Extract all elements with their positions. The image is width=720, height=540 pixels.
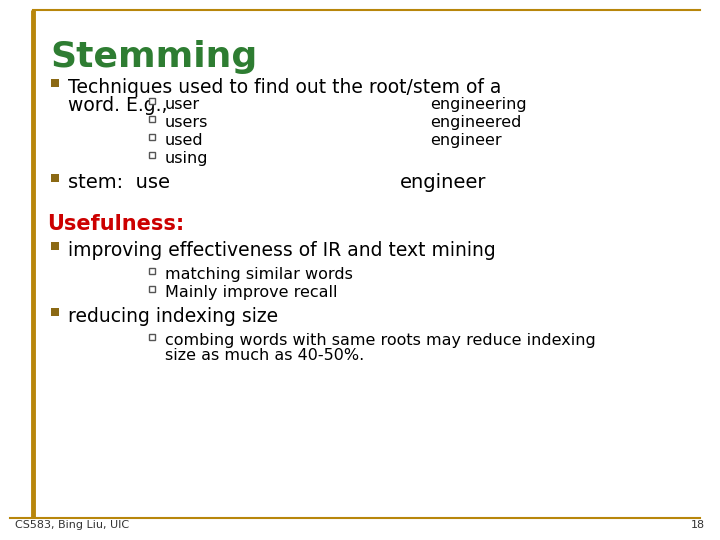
Bar xyxy=(149,134,155,140)
Text: users: users xyxy=(165,115,208,130)
Text: user: user xyxy=(165,97,200,112)
Bar xyxy=(149,286,155,292)
Bar xyxy=(149,98,155,104)
Bar xyxy=(149,268,155,274)
Bar xyxy=(149,334,155,340)
Text: using: using xyxy=(165,151,209,166)
Text: CS583, Bing Liu, UIC: CS583, Bing Liu, UIC xyxy=(15,520,129,530)
Text: 18: 18 xyxy=(691,520,705,530)
Bar xyxy=(149,116,155,122)
Bar xyxy=(149,152,155,158)
Text: Techniques used to find out the root/stem of a: Techniques used to find out the root/ste… xyxy=(68,78,501,97)
Text: matching similar words: matching similar words xyxy=(165,267,353,282)
Text: engineer: engineer xyxy=(400,173,487,192)
Text: size as much as 40-50%.: size as much as 40-50%. xyxy=(165,348,364,363)
Bar xyxy=(51,308,59,316)
Text: engineer: engineer xyxy=(430,133,502,148)
Text: engineered: engineered xyxy=(430,115,521,130)
Text: Mainly improve recall: Mainly improve recall xyxy=(165,285,338,300)
Text: improving effectiveness of IR and text mining: improving effectiveness of IR and text m… xyxy=(68,241,496,260)
Text: combing words with same roots may reduce indexing: combing words with same roots may reduce… xyxy=(165,333,595,348)
Text: Usefulness:: Usefulness: xyxy=(47,214,184,234)
Text: used: used xyxy=(165,133,204,148)
Bar xyxy=(51,79,59,87)
Text: stem:  use: stem: use xyxy=(68,173,170,192)
Bar xyxy=(51,174,59,182)
Text: word. E.g.,: word. E.g., xyxy=(68,96,168,115)
Text: reducing indexing size: reducing indexing size xyxy=(68,307,278,326)
Text: Stemming: Stemming xyxy=(50,40,257,74)
Text: engineering: engineering xyxy=(430,97,526,112)
Bar xyxy=(51,242,59,250)
